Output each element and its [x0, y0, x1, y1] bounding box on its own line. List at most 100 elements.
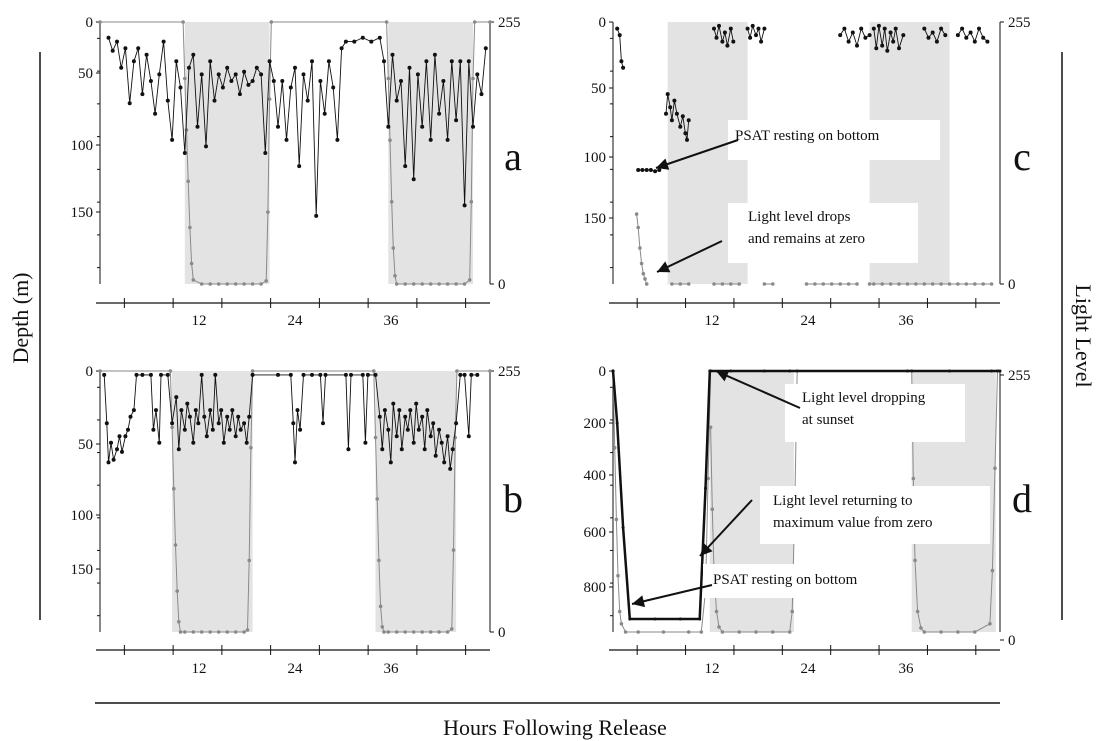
depth-point — [280, 79, 285, 83]
depth-point — [788, 369, 792, 373]
light-level-point — [829, 282, 834, 286]
depth-point — [394, 98, 399, 103]
light-level-point — [403, 282, 408, 286]
depth-point — [458, 59, 463, 64]
depth-point — [934, 39, 939, 44]
depth-point — [174, 395, 179, 400]
depth-point — [475, 372, 480, 377]
light-level-point — [993, 466, 997, 471]
depth-point — [397, 408, 402, 413]
depth-point — [153, 111, 158, 116]
depth-point — [244, 440, 249, 445]
depth-point — [728, 26, 733, 31]
depth-point — [225, 65, 230, 70]
light-level-point — [641, 271, 646, 276]
light-level-point — [189, 261, 194, 266]
depth-point — [636, 168, 641, 172]
depth-point — [621, 526, 625, 530]
depth-point — [615, 26, 620, 31]
depth-point — [246, 82, 251, 87]
depth-point — [293, 460, 297, 465]
hours-tick-label: 12 — [705, 313, 720, 329]
light-level-point — [771, 630, 775, 634]
depth-tick-label: 50 — [591, 81, 606, 97]
depth-point — [462, 203, 467, 208]
light-tick-label: 255 — [1008, 15, 1031, 31]
depth-point — [120, 449, 124, 454]
light-level-point — [178, 630, 183, 634]
depth-point — [846, 39, 851, 44]
depth-point — [762, 369, 766, 373]
depth-point — [411, 177, 416, 182]
light-level-point — [183, 76, 187, 81]
depth-point — [102, 372, 107, 377]
depth-point — [424, 59, 429, 64]
light-level-point — [245, 628, 250, 632]
depth-tick-label: 50 — [78, 437, 93, 453]
light-tick-label: 255 — [498, 364, 521, 380]
depth-point — [238, 427, 243, 432]
depth-point — [888, 30, 893, 35]
hours-tick-label: 36 — [899, 313, 915, 329]
light-level-point — [249, 446, 253, 450]
depth-point — [242, 421, 247, 426]
depth-point — [422, 447, 427, 452]
depth-point — [863, 35, 868, 40]
depth-point — [310, 59, 314, 64]
depth-point — [322, 111, 327, 116]
depth-point — [148, 79, 153, 83]
depth-point — [369, 39, 374, 44]
depth-point — [339, 46, 344, 51]
depth-line — [713, 25, 734, 46]
light-level-point — [377, 558, 381, 563]
light-level-point — [717, 625, 721, 629]
depth-point — [134, 372, 139, 377]
light-level-point — [375, 497, 380, 501]
depth-point — [731, 39, 736, 44]
depth-tick-label: 100 — [584, 150, 607, 166]
depth-point — [722, 30, 727, 35]
light-level-point — [762, 282, 767, 286]
light-level-point — [391, 246, 396, 250]
depth-point — [449, 59, 454, 64]
light-tick-label: 0 — [498, 277, 506, 293]
depth-point — [154, 408, 158, 413]
depth-point — [972, 39, 977, 44]
light-level-point — [98, 369, 102, 373]
depth-point — [403, 414, 408, 419]
depth-point — [208, 59, 213, 64]
depth-point — [363, 440, 368, 445]
depth-point — [109, 440, 113, 445]
hours-tick-label: 24 — [801, 313, 817, 329]
panel-letter: c — [1013, 134, 1031, 179]
light-level-point — [388, 138, 392, 142]
depth-point — [403, 164, 408, 169]
hours-tick-label: 24 — [288, 313, 304, 329]
depth-point — [428, 434, 433, 439]
annotation-text: PSAT resting on bottom — [713, 572, 858, 588]
depth-point — [191, 440, 196, 445]
light-level-point — [372, 369, 376, 373]
depth-point — [698, 617, 702, 621]
depth-point — [179, 408, 184, 413]
depth-point — [943, 33, 948, 38]
depth-point — [208, 408, 213, 413]
depth-point — [683, 131, 688, 136]
light-level-point — [644, 282, 649, 286]
depth-point — [115, 39, 119, 44]
depth-point — [115, 447, 119, 452]
annotation-arrowhead — [656, 158, 670, 170]
depth-point — [454, 118, 459, 123]
depth-point — [250, 372, 255, 377]
depth-tick-label: 100 — [71, 138, 94, 154]
depth-point — [148, 372, 153, 377]
night-shade — [172, 371, 253, 632]
depth-point — [225, 414, 230, 419]
depth-point — [291, 421, 296, 426]
depth-point — [720, 39, 725, 44]
depth-point — [977, 26, 981, 31]
depth-point — [174, 59, 179, 64]
depth-point — [365, 372, 370, 377]
depth-point — [458, 372, 463, 377]
light-level-point — [821, 282, 826, 286]
